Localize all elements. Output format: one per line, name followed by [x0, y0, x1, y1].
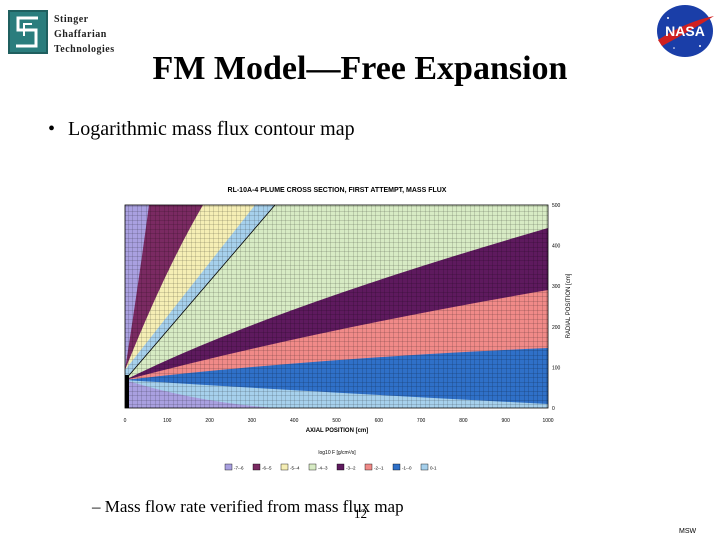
logo-line-3: Technologies	[54, 44, 115, 55]
legend-label: -4--3	[318, 466, 328, 471]
x-tick-label: 600	[375, 418, 384, 424]
nasa-logo: NASA	[652, 2, 718, 60]
bullet-dot-icon: •	[48, 118, 56, 140]
y-tick-label: 300	[552, 284, 561, 290]
x-tick-label: 900	[502, 418, 511, 424]
chart-title: RL-10A-4 PLUME CROSS SECTION, FIRST ATTE…	[228, 187, 447, 194]
x-axis-label: AXIAL POSITION [cm]	[306, 428, 369, 434]
page-number: 12	[354, 506, 367, 521]
legend-item: -3--2	[336, 463, 356, 471]
legend-swatch	[280, 463, 289, 471]
sub-bullet-text: Mass flow rate verified from mass flux m…	[104, 497, 404, 516]
nasa-logo-text: NASA	[665, 23, 705, 39]
legend-swatch	[420, 463, 429, 471]
legend-item: -2--1	[364, 463, 384, 471]
x-tick-label: 300	[248, 418, 257, 424]
logo-line-2: Ghaffarian	[54, 29, 107, 40]
legend-item: 0-1	[420, 463, 437, 471]
stinger-emblem-icon	[8, 10, 48, 54]
x-tick-label: 0	[124, 418, 127, 424]
x-tick-label: 800	[459, 418, 468, 424]
y-axis-label: RADIAL POSITION [cm]	[566, 273, 572, 338]
legend-swatch	[392, 463, 401, 471]
legend-label: -3--2	[346, 466, 356, 471]
legend-swatch	[252, 463, 261, 471]
x-tick-label: 700	[417, 418, 426, 424]
x-tick-label: 500	[332, 418, 341, 424]
logo-text: Stinger Ghaffarian Technologies	[54, 12, 115, 57]
y-tick-label: 0	[552, 406, 555, 412]
y-tick-label: 400	[552, 244, 561, 250]
mass-flux-chart: RL-10A-4 PLUME CROSS SECTION, FIRST ATTE…	[115, 180, 585, 480]
legend-swatch	[364, 463, 373, 471]
y-tick-label: 200	[552, 325, 561, 331]
logo-line-1: Stinger	[54, 14, 89, 25]
x-tick-label: 1000	[542, 418, 553, 424]
x-tick-label: 400	[290, 418, 299, 424]
legend-label: -1--0	[402, 466, 412, 471]
stinger-logo: Stinger Ghaffarian Technologies	[8, 10, 128, 58]
bullet-text: Logarithmic mass flux contour map	[68, 118, 355, 140]
legend-label: -5--4	[290, 466, 300, 471]
legend-item: -5--4	[280, 463, 300, 471]
sub-bullet: – Mass flow rate verified from mass flux…	[92, 497, 404, 517]
x-tick-label: 100	[163, 418, 172, 424]
legend-item: -1--0	[392, 463, 412, 471]
y-tick-label: 100	[552, 365, 561, 371]
y-tick-label: 500	[552, 203, 561, 209]
bullet-item: • Logarithmic mass flux contour map	[48, 118, 355, 141]
legend-swatch	[308, 463, 317, 471]
legend-item: -7--6	[224, 463, 244, 471]
page-title: FM Model—Free Expansion	[152, 50, 568, 87]
legend-title: log10 F [g/cm²/s]	[318, 450, 356, 456]
x-tick-label: 200	[205, 418, 214, 424]
legend-swatch	[336, 463, 345, 471]
dash-icon: –	[92, 497, 101, 516]
footer-initials: MSW	[679, 528, 697, 535]
legend-label: -2--1	[374, 466, 384, 471]
contour-regions	[125, 205, 548, 408]
legend-swatch	[224, 463, 233, 471]
legend-item: -4--3	[308, 463, 328, 471]
legend-label: 0-1	[430, 466, 437, 471]
legend-item: -6--5	[252, 463, 272, 471]
legend-label: -7--6	[234, 466, 244, 471]
legend-label: -6--5	[262, 466, 272, 471]
